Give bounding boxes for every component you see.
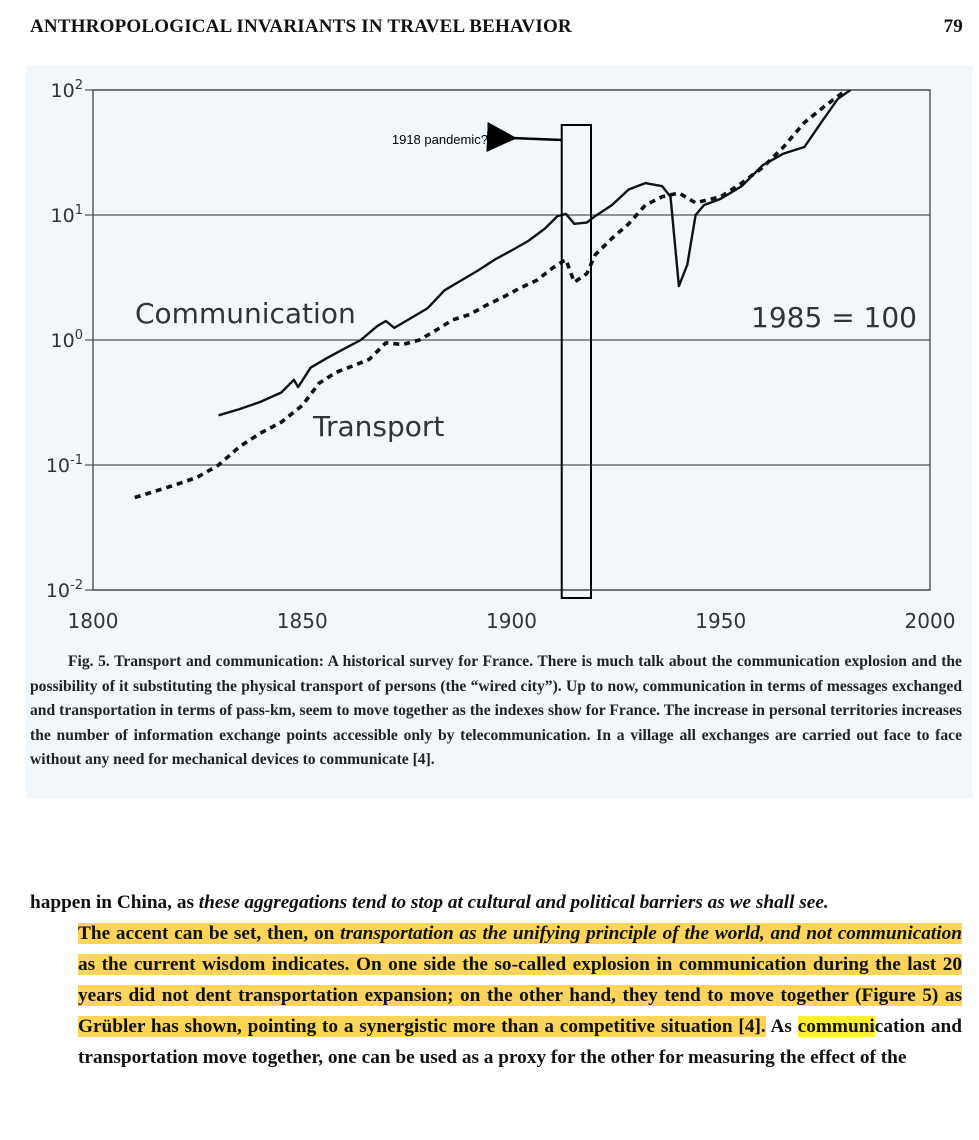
page-number: 79 — [943, 16, 963, 37]
x-tick-labels: 1800 1850 1900 1950 2000 — [68, 609, 956, 633]
plain-text-1: As — [765, 1016, 798, 1037]
y-tick-label: 10-2 — [46, 578, 83, 602]
y-tick-label: 101 — [51, 203, 83, 227]
figure-caption: Fig. 5. Transport and communication: A h… — [30, 650, 962, 773]
series-labels: Communication Transport 1985 = 100 — [135, 297, 917, 443]
figure-number: Fig. 5. — [68, 653, 110, 670]
highlighted-italic-text[interactable]: transportation as the unifying principle… — [340, 923, 962, 944]
plot-frame — [92, 89, 931, 591]
annotation-arrow — [486, 122, 562, 152]
annotation-label: 1918 pandemic? — [392, 132, 488, 147]
series-line-transport — [134, 90, 848, 500]
paragraph-1-italic: these aggregations tend to stop at cultu… — [198, 892, 829, 913]
figure-5-chart: 102 101 100 10-1 10-2 1800 1850 1900 1950 2000 C… — [46, 78, 956, 633]
x-tick-label: 1850 — [277, 609, 328, 633]
x-tick-label: 1900 — [486, 609, 537, 633]
paragraph-1-start: happen in China, as — [30, 892, 199, 913]
x-tick-label: 1800 — [68, 609, 119, 633]
annotation-box — [560, 124, 593, 599]
plain-text-2: cation and transportation move together,… — [78, 1016, 962, 1068]
search-match-highlight[interactable]: communi — [797, 1016, 875, 1037]
running-head: ANTHROPOLOGICAL INVARIANTS IN TRAVEL BEH… — [30, 14, 965, 40]
x-tick-label: 2000 — [905, 609, 956, 633]
y-tick-label: 100 — [51, 328, 83, 352]
index-note: 1985 = 100 — [751, 301, 917, 334]
highlighted-text-1[interactable]: The accent can be set, then, on — [78, 923, 341, 944]
grid-layer — [85, 89, 930, 591]
series-label: Transport — [312, 410, 444, 443]
series-label: Communication — [135, 297, 356, 330]
annotation-layer: 1918 pandemic? — [392, 122, 593, 599]
series-line-communication — [218, 90, 852, 417]
body-text: happen in China, as these aggregations t… — [30, 887, 962, 1073]
figure-caption-text: Transport and communication: A historica… — [30, 653, 962, 769]
paragraph-2: The accent can be set, then, on transpor… — [30, 918, 962, 1073]
x-tick-label: 1950 — [695, 609, 746, 633]
y-tick-label: 10-1 — [46, 453, 83, 477]
paragraph-1: happen in China, as these aggregations t… — [30, 887, 962, 918]
figure-background — [26, 66, 973, 798]
running-head-title: ANTHROPOLOGICAL INVARIANTS IN TRAVEL BEH… — [30, 16, 572, 37]
y-tick-label: 102 — [51, 78, 83, 102]
y-tick-labels: 102 101 100 10-1 10-2 — [46, 78, 83, 602]
series-layer — [134, 90, 852, 500]
